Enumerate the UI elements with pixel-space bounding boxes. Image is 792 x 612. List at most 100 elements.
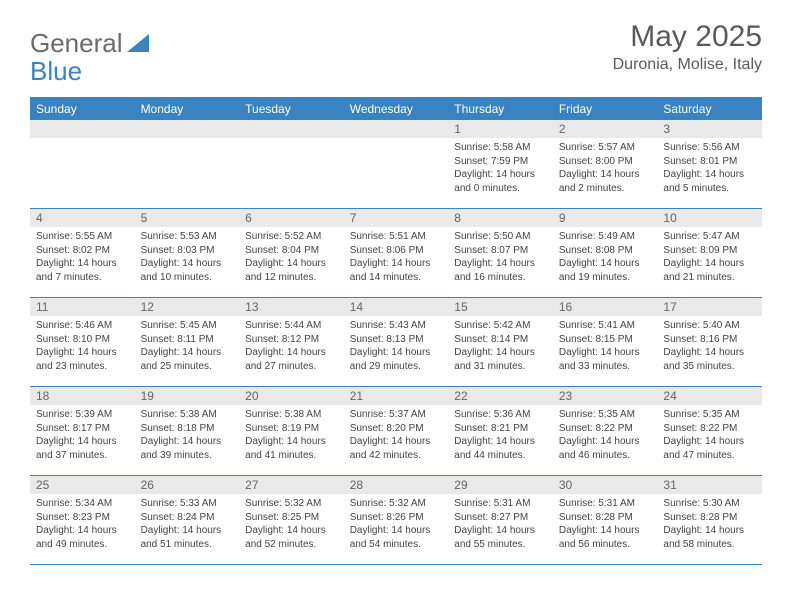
sunset-text: Sunset: 8:25 PM — [245, 511, 338, 525]
day-details: Sunrise: 5:34 AMSunset: 8:23 PMDaylight:… — [30, 494, 135, 555]
sunrise-text: Sunrise: 5:47 AM — [663, 230, 756, 244]
sunset-text: Sunset: 8:22 PM — [559, 422, 652, 436]
daylight-text: Daylight: 14 hours and 14 minutes. — [350, 257, 443, 284]
sunset-text: Sunset: 8:20 PM — [350, 422, 443, 436]
day-details: Sunrise: 5:46 AMSunset: 8:10 PMDaylight:… — [30, 316, 135, 377]
day-header: Monday — [135, 98, 240, 120]
sunset-text: Sunset: 8:01 PM — [663, 155, 756, 169]
day-details: Sunrise: 5:42 AMSunset: 8:14 PMDaylight:… — [448, 316, 553, 377]
sunset-text: Sunset: 8:26 PM — [350, 511, 443, 525]
sunset-text: Sunset: 8:07 PM — [454, 244, 547, 258]
day-cell: 10Sunrise: 5:47 AMSunset: 8:09 PMDayligh… — [657, 209, 762, 297]
brand-part2: Blue — [30, 56, 82, 86]
day-details: Sunrise: 5:32 AMSunset: 8:25 PMDaylight:… — [239, 494, 344, 555]
day-header-row: Sunday Monday Tuesday Wednesday Thursday… — [30, 98, 762, 120]
day-details: Sunrise: 5:41 AMSunset: 8:15 PMDaylight:… — [553, 316, 658, 377]
day-cell: 3Sunrise: 5:56 AMSunset: 8:01 PMDaylight… — [657, 120, 762, 208]
sunset-text: Sunset: 8:19 PM — [245, 422, 338, 436]
day-cell: 29Sunrise: 5:31 AMSunset: 8:27 PMDayligh… — [448, 476, 553, 564]
sunrise-text: Sunrise: 5:56 AM — [663, 141, 756, 155]
day-details: Sunrise: 5:40 AMSunset: 8:16 PMDaylight:… — [657, 316, 762, 377]
calendar-body: 1 Sunrise: 5:58 AMSunset: 7:59 PM Daylight… — [30, 120, 762, 565]
sunrise-text: Sunrise: 5:50 AM — [454, 230, 547, 244]
daylight-text: Daylight: 14 hours and 25 minutes. — [141, 346, 234, 373]
sunrise-text: Sunrise: 5:58 AM — [454, 141, 547, 155]
day-number: 14 — [344, 298, 449, 316]
day-details: Sunrise: 5:31 AMSunset: 8:28 PMDaylight:… — [553, 494, 658, 555]
day-details: Sunrise: 5:49 AMSunset: 8:08 PMDaylight:… — [553, 227, 658, 288]
sunrise-text: Sunrise: 5:36 AM — [454, 408, 547, 422]
sunset-text: Sunset: 8:15 PM — [559, 333, 652, 347]
sunset-text: Sunset: 8:23 PM — [36, 511, 129, 525]
daylight-text: Daylight: 14 hours and 42 minutes. — [350, 435, 443, 462]
day-number: 15 — [448, 298, 553, 316]
sunrise-text: Sunrise: 5:55 AM — [36, 230, 129, 244]
daylight-text: Daylight: 14 hours and 5 minutes. — [663, 168, 756, 195]
day-details: Sunrise: 5:52 AMSunset: 8:04 PMDaylight:… — [239, 227, 344, 288]
day-details: Sunrise: 5:44 AMSunset: 8:12 PMDaylight:… — [239, 316, 344, 377]
day-number: 27 — [239, 476, 344, 494]
day-details: Sunrise: 5:31 AMSunset: 8:27 PMDaylight:… — [448, 494, 553, 555]
sunrise-text: Sunrise: 5:32 AM — [350, 497, 443, 511]
day-details: Sunrise: 5:47 AMSunset: 8:09 PMDaylight:… — [657, 227, 762, 288]
sunrise-text: Sunrise: 5:42 AM — [454, 319, 547, 333]
day-details: Sunrise: 5:57 AMSunset: 8:00 PMDaylight:… — [553, 138, 658, 199]
week-row: 11Sunrise: 5:46 AMSunset: 8:10 PMDayligh… — [30, 298, 762, 387]
day-number: 3 — [657, 120, 762, 138]
sunset-text: Sunset: 8:02 PM — [36, 244, 129, 258]
day-number: 1 — [448, 120, 553, 138]
day-cell — [30, 120, 135, 208]
day-details: Sunrise: 5:32 AMSunset: 8:26 PMDaylight:… — [344, 494, 449, 555]
day-cell: 24Sunrise: 5:35 AMSunset: 8:22 PMDayligh… — [657, 387, 762, 475]
day-number: 21 — [344, 387, 449, 405]
day-number: 19 — [135, 387, 240, 405]
sunrise-text: Sunrise: 5:37 AM — [350, 408, 443, 422]
day-cell: 9Sunrise: 5:49 AMSunset: 8:08 PMDaylight… — [553, 209, 658, 297]
sunrise-text: Sunrise: 5:43 AM — [350, 319, 443, 333]
day-details: Sunrise: 5:56 AMSunset: 8:01 PMDaylight:… — [657, 138, 762, 199]
day-header: Friday — [553, 98, 658, 120]
daylight-text: Daylight: 14 hours and 49 minutes. — [36, 524, 129, 551]
day-details: Sunrise: 5:43 AMSunset: 8:13 PMDaylight:… — [344, 316, 449, 377]
daylight-text: Daylight: 14 hours and 47 minutes. — [663, 435, 756, 462]
day-cell: 4Sunrise: 5:55 AMSunset: 8:02 PMDaylight… — [30, 209, 135, 297]
location-text: Duronia, Molise, Italy — [613, 56, 762, 74]
daylight-text: Daylight: 14 hours and 23 minutes. — [36, 346, 129, 373]
day-cell: 2Sunrise: 5:57 AMSunset: 8:00 PMDaylight… — [553, 120, 658, 208]
daylight-text: Daylight: 14 hours and 19 minutes. — [559, 257, 652, 284]
month-title: May 2025 — [613, 20, 762, 54]
day-number: 26 — [135, 476, 240, 494]
day-cell: 14Sunrise: 5:43 AMSunset: 8:13 PMDayligh… — [344, 298, 449, 386]
sunrise-text: Sunrise: 5:31 AM — [454, 497, 547, 511]
day-number: 9 — [553, 209, 658, 227]
sunrise-text: Sunrise: 5:51 AM — [350, 230, 443, 244]
sunset-text: Sunset: 8:27 PM — [454, 511, 547, 525]
day-number: 20 — [239, 387, 344, 405]
day-number: 7 — [344, 209, 449, 227]
day-cell: 31Sunrise: 5:30 AMSunset: 8:28 PMDayligh… — [657, 476, 762, 564]
sunset-text: Sunset: 7:59 PM — [454, 155, 547, 169]
day-details: Sunrise: 5:35 AMSunset: 8:22 PMDaylight:… — [553, 405, 658, 466]
day-cell: 19Sunrise: 5:38 AMSunset: 8:18 PMDayligh… — [135, 387, 240, 475]
sunset-text: Sunset: 8:18 PM — [141, 422, 234, 436]
sunset-text: Sunset: 8:13 PM — [350, 333, 443, 347]
week-row: 4 Sunrise: 5:55 AMSunset: 8:02 PM Daylight… — [30, 209, 762, 298]
day-number: 5 — [135, 209, 240, 227]
sunset-text: Sunset: 8:06 PM — [350, 244, 443, 258]
day-number: 25 — [30, 476, 135, 494]
day-number: 4 — [30, 209, 135, 227]
day-details: Sunrise: 5:36 AMSunset: 8:21 PMDaylight:… — [448, 405, 553, 466]
sunset-text: Sunset: 8:14 PM — [454, 333, 547, 347]
day-cell: 13Sunrise: 5:44 AMSunset: 8:12 PMDayligh… — [239, 298, 344, 386]
sunset-text: Sunset: 8:03 PM — [141, 244, 234, 258]
day-cell: 11Sunrise: 5:46 AMSunset: 8:10 PMDayligh… — [30, 298, 135, 386]
daylight-text: Daylight: 14 hours and 46 minutes. — [559, 435, 652, 462]
day-number: 23 — [553, 387, 658, 405]
daylight-text: Daylight: 14 hours and 29 minutes. — [350, 346, 443, 373]
daylight-text: Daylight: 14 hours and 27 minutes. — [245, 346, 338, 373]
daylight-text: Daylight: 14 hours and 55 minutes. — [454, 524, 547, 551]
daylight-text: Daylight: 14 hours and 16 minutes. — [454, 257, 547, 284]
day-cell: 8Sunrise: 5:50 AMSunset: 8:07 PMDaylight… — [448, 209, 553, 297]
sunrise-text: Sunrise: 5:35 AM — [663, 408, 756, 422]
sunrise-text: Sunrise: 5:44 AM — [245, 319, 338, 333]
